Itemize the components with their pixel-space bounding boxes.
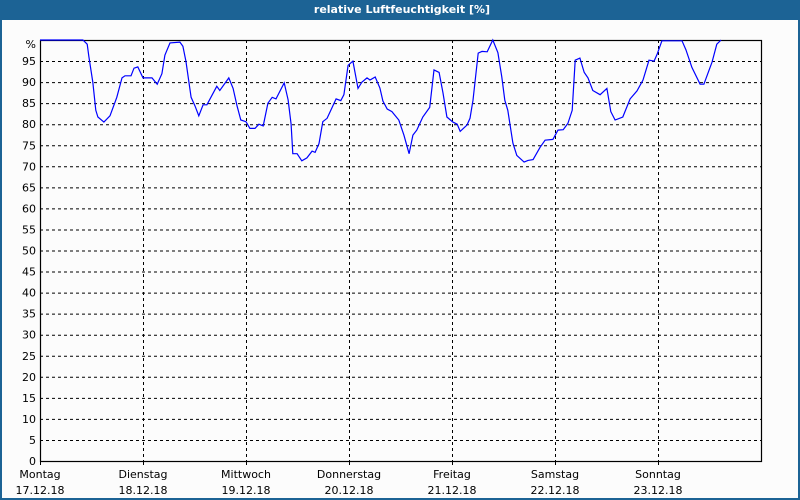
y-tick-label: 35 — [22, 308, 36, 321]
y-tick-label: 20 — [22, 371, 36, 384]
humidity-line — [40, 38, 722, 163]
y-tick-label: 95 — [22, 55, 36, 68]
x-tick-date: 18.12.18 — [119, 484, 168, 497]
x-tick-day: Dienstag — [118, 468, 167, 481]
y-tick-label: 90 — [22, 76, 36, 89]
y-tick-label: 70 — [22, 160, 36, 173]
y-unit-label: % — [26, 38, 36, 51]
x-tick-date: 17.12.18 — [16, 484, 65, 497]
y-tick-label: 75 — [22, 139, 36, 152]
plot-frame — [39, 39, 763, 463]
y-tick-label: 40 — [22, 287, 36, 300]
y-tick-label: 15 — [22, 392, 36, 405]
y-tick-label: 65 — [22, 181, 36, 194]
x-tick-date: 23.12.18 — [634, 484, 683, 497]
y-tick-label: 25 — [22, 350, 36, 363]
y-tick-label: 50 — [22, 245, 36, 258]
x-tick-date: 21.12.18 — [428, 484, 477, 497]
x-tick-day: Montag — [19, 468, 60, 481]
x-tick-day: Mittwoch — [221, 468, 271, 481]
x-tick-day: Sonntag — [635, 468, 681, 481]
y-tick-label: 60 — [22, 202, 36, 215]
y-tick-label: 80 — [22, 118, 36, 131]
x-tick-date: 20.12.18 — [325, 484, 374, 497]
x-tick-date: 22.12.18 — [531, 484, 580, 497]
x-tick-date: 19.12.18 — [222, 484, 271, 497]
y-tick-label: 0 — [29, 455, 36, 468]
x-tick-day: Samstag — [531, 468, 579, 481]
y-tick-label: 5 — [29, 434, 36, 447]
y-tick-label: 30 — [22, 329, 36, 342]
x-tick-day: Freitag — [433, 468, 471, 481]
x-tick-day: Donnerstag — [317, 468, 381, 481]
y-tick-label: 55 — [22, 223, 36, 236]
y-tick-label: 10 — [22, 413, 36, 426]
y-tick-label: 85 — [22, 97, 36, 110]
y-tick-label: 45 — [22, 266, 36, 279]
chart-title: relative Luftfeuchtigkeit [%] — [2, 0, 800, 20]
